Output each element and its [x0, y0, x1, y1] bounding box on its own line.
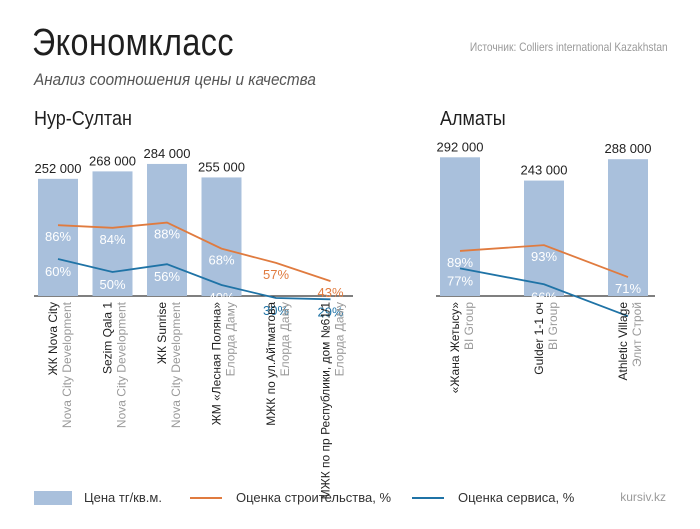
price-label-alm-0: 292 000	[437, 139, 484, 154]
source-note: Источник: Colliers international Kazakhs…	[470, 40, 668, 54]
chart-title: Экономкласс	[32, 22, 234, 64]
category-label-alm-0: «Жана Жетысу» BI Group	[448, 302, 476, 394]
bar-alm-1	[524, 180, 564, 296]
legend-item-price: Цена тг/кв.м.	[34, 490, 162, 505]
legend-swatch-price	[34, 490, 72, 505]
construction-label-nur-4: 57%	[263, 267, 289, 282]
construction-label-nur-2: 88%	[154, 227, 180, 242]
category-developer-nur-4: Елорда Даму	[278, 302, 292, 376]
legend-label-construction: Оценка строительства, %	[236, 490, 392, 505]
price-label-nur-0: 252 000	[35, 161, 82, 176]
category-label-nur-2: ЖК Sunrise Nova City Development	[155, 301, 183, 428]
category-label-nur-4: МЖК по ул.Айтматова Елорда Даму	[264, 302, 292, 426]
category-name-alm-1: Gulder 1-1 оч	[532, 302, 546, 375]
service-label-nur-3: 40%	[208, 290, 234, 305]
construction-label-nur-1: 84%	[99, 232, 125, 247]
legend: Цена тг/кв.м. Оценка строительства, % Оц…	[0, 490, 700, 514]
legend-swatch-service	[412, 496, 444, 499]
category-name-nur-4: МЖК по ул.Айтматова	[264, 302, 278, 426]
construction-label-alm-0: 89%	[447, 255, 473, 270]
category-label-nur-3: ЖМ «Лесная Поляна» Елорда Даму	[210, 302, 238, 426]
construction-label-nur-3: 68%	[208, 253, 234, 268]
category-label-nur-0: ЖК Nova City Nova City Development	[46, 301, 74, 428]
price-label-nur-3: 255 000	[198, 159, 245, 174]
category-name-alm-2: Athletic Village	[616, 302, 630, 381]
service-label-nur-2: 56%	[154, 269, 180, 284]
category-developer-alm-0: BI Group	[462, 302, 476, 350]
bar-alm-2	[608, 159, 648, 296]
construction-label-alm-1: 93%	[531, 249, 557, 264]
category-developer-nur-5: Елорда Даму	[333, 302, 347, 376]
construction-line-nur	[57, 221, 331, 282]
bar-nur-0	[38, 178, 78, 296]
bar-nur-3	[201, 177, 242, 296]
legend-swatch-construction	[190, 496, 222, 499]
construction-label-alm-2: 71%	[615, 281, 641, 296]
bar-alm-0	[440, 157, 480, 296]
legend-item-construction: Оценка строительства, %	[190, 490, 391, 505]
service-line-nur	[57, 258, 331, 301]
panel-title-almaty: Алматы	[440, 108, 506, 130]
construction-label-nur-5: 43%	[317, 285, 343, 300]
service-label-alm-1: 66%	[531, 289, 557, 304]
chart-subtitle: Анализ соотношения цены и качества	[34, 70, 316, 89]
service-label-nur-0: 60%	[45, 264, 71, 279]
category-developer-alm-1: BI Group	[546, 302, 560, 350]
category-developer-nur-2: Nova City Development	[169, 301, 183, 428]
category-name-nur-5: МЖК по пр Республики, дом №61/1	[319, 302, 333, 500]
category-label-nur-5: МЖК по пр Республики, дом №61/1 Елорда Да…	[319, 302, 347, 500]
price-label-nur-2: 284 000	[144, 146, 191, 161]
service-label-alm-0: 77%	[447, 273, 473, 288]
category-label-nur-1: Sezim Qala 1 Nova City Development	[101, 301, 129, 428]
category-developer-nur-0: Nova City Development	[60, 301, 74, 428]
category-developer-nur-3: Елорда Даму	[224, 302, 238, 376]
bar-nur-1	[92, 171, 133, 296]
category-developer-nur-1: Nova City Development	[115, 301, 129, 428]
service-label-nur-1: 50%	[99, 277, 125, 292]
category-developer-alm-2: Элит Строй	[630, 302, 644, 367]
legend-label-service: Оценка сервиса, %	[458, 490, 575, 505]
category-name-alm-0: «Жана Жетысу»	[448, 302, 462, 394]
price-label-alm-2: 288 000	[605, 141, 652, 156]
panel-title-nur-sultan: Нур-Султан	[34, 108, 132, 130]
construction-label-nur-0: 86%	[45, 229, 71, 244]
legend-label-price: Цена тг/кв.м.	[84, 490, 162, 505]
service-label-nur-5: 29%	[317, 304, 343, 319]
price-label-alm-1: 243 000	[521, 163, 568, 178]
category-label-alm-2: Athletic Village Элит Строй	[616, 302, 644, 381]
construction-line-alm	[459, 244, 629, 278]
category-name-nur-2: ЖК Sunrise	[155, 302, 169, 364]
bar-nur-2	[147, 163, 187, 296]
service-label-nur-4: 30%	[263, 303, 289, 318]
category-name-nur-0: ЖК Nova City	[46, 302, 60, 375]
service-label-alm-2: 44%	[615, 321, 641, 336]
site-footer: kursiv.kz	[620, 490, 666, 504]
service-line-alm	[459, 267, 629, 318]
category-name-nur-3: ЖМ «Лесная Поляна»	[210, 302, 224, 426]
category-label-alm-1: Gulder 1-1 оч BI Group	[532, 302, 560, 375]
price-label-nur-1: 268 000	[89, 153, 136, 168]
category-name-nur-1: Sezim Qala 1	[101, 302, 115, 374]
legend-item-service: Оценка сервиса, %	[412, 490, 574, 505]
